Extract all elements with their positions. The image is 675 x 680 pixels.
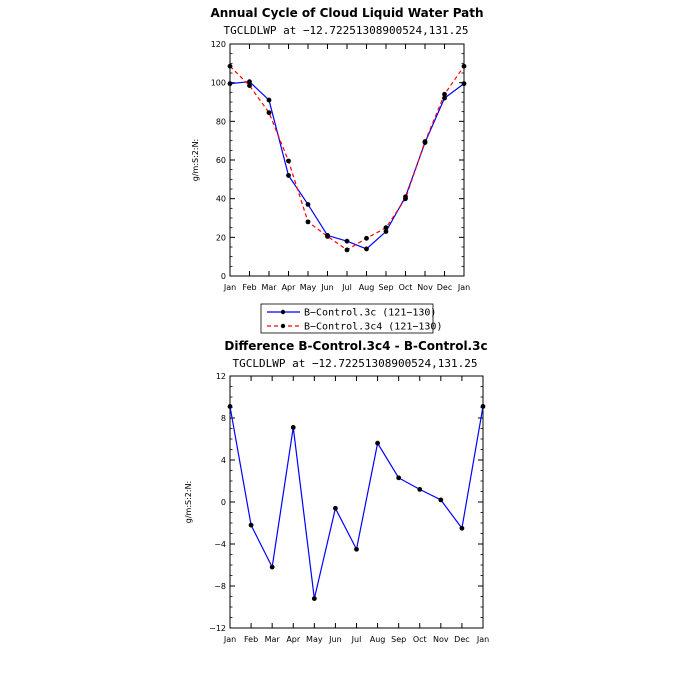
series-1-point [247, 83, 252, 88]
chart2-title: Difference B-Control.3c4 - B-Control.3c [224, 339, 487, 353]
chart1-ylabel: g/m:S:2:N: [191, 139, 200, 182]
xtick-label: Jun [328, 635, 342, 644]
chart1-series [227, 63, 467, 253]
series-0-point [461, 81, 467, 87]
xtick-label: Oct [399, 283, 413, 292]
xtick-label: Oct [413, 635, 427, 644]
xtick-label: Jun [320, 283, 334, 292]
difference-chart: Difference B-Control.3c4 - B-Control.3c … [184, 339, 489, 644]
ytick-label: 4 [221, 456, 226, 465]
legend-label-control-3c: B−Control.3c (121−130) [304, 308, 436, 319]
series-0-point [383, 229, 389, 234]
series-1-point [461, 63, 467, 69]
xtick-label: Jan [223, 283, 236, 292]
ytick-label: 20 [216, 233, 226, 242]
xtick-label: Sep [391, 635, 406, 644]
series-0-point [396, 475, 402, 481]
xtick-label: Nov [417, 283, 433, 292]
xtick-label: Sep [378, 283, 393, 292]
ytick-label: 100 [211, 79, 226, 88]
series-0-point [290, 425, 296, 430]
annual-cycle-chart: Annual Cycle of Cloud Liquid Water Path … [191, 6, 484, 334]
chart1-legend: B−Control.3c (121−130) B−Control.3c4 (12… [260, 303, 442, 334]
series-1-point [344, 247, 350, 253]
xtick-label: Jan [223, 635, 236, 644]
xtick-label: May [300, 283, 317, 292]
series-0-point [442, 95, 447, 101]
series-1-point [403, 196, 408, 202]
series-1-point [383, 225, 389, 231]
series-1-point [266, 110, 272, 116]
chart2-plot-frame [229, 375, 484, 629]
chart2-ylabel: g/m:S:2:N: [184, 481, 193, 524]
series-1-point [422, 139, 428, 145]
xtick-label: Apr [286, 635, 301, 644]
xtick-label: Feb [242, 283, 256, 292]
series-line-0 [229, 81, 465, 250]
series-1-point [286, 158, 291, 164]
ytick-label: 80 [216, 117, 226, 126]
series-1-point [227, 63, 233, 69]
xtick-label: Mar [261, 283, 277, 292]
series-1-point [305, 219, 311, 225]
series-1-point [325, 233, 330, 239]
chart2-subtitle: TGCLDLWP at −12.72251308900524,131.25 [232, 357, 477, 370]
ytick-label: 120 [211, 40, 226, 49]
ytick-label: −12 [209, 624, 226, 633]
ytick-label: −4 [214, 540, 226, 549]
series-0-point [286, 173, 291, 178]
ytick-label: 0 [221, 272, 226, 281]
series-0-point [480, 404, 486, 409]
xtick-label: Mar [265, 635, 281, 644]
series-0-point [364, 246, 369, 252]
series-0-point [459, 525, 465, 531]
series-0-point [227, 81, 233, 87]
series-0-point [305, 202, 311, 207]
series-0-point [375, 440, 380, 446]
ytick-label: −8 [214, 582, 226, 591]
chart1-subtitle: TGCLDLWP at −12.72251308900524,131.25 [223, 24, 468, 37]
series-1-point [364, 235, 369, 241]
xtick-label: Jan [476, 635, 489, 644]
chart1-title: Annual Cycle of Cloud Liquid Water Path [210, 6, 483, 20]
xtick-label: Aug [370, 635, 386, 644]
ytick-label: 12 [216, 372, 226, 381]
series-0-point [333, 505, 338, 511]
legend-marker-control-3c [280, 309, 286, 315]
xtick-label: Dec [437, 283, 452, 292]
chart2-series [227, 404, 486, 601]
xtick-label: Aug [359, 283, 375, 292]
xtick-label: Feb [244, 635, 258, 644]
series-0-point [344, 238, 350, 244]
xtick-label: Dec [454, 635, 469, 644]
series-0-point [417, 487, 423, 492]
xtick-label: Jan [457, 283, 470, 292]
series-0-point [227, 404, 233, 409]
series-0-point [354, 546, 359, 552]
xtick-label: Jul [341, 283, 352, 292]
ytick-label: 8 [221, 414, 226, 423]
xtick-label: May [306, 635, 323, 644]
legend-marker-control-3c4 [280, 323, 286, 329]
chart1-axes: 0 20 40 60 80 100 120 Jan Feb Mar Apr May Jun Jul Aug S… [211, 40, 470, 292]
series-1-point [442, 91, 447, 97]
xtick-label: Jul [351, 635, 362, 644]
series-0-point [269, 564, 275, 570]
xtick-label: Nov [433, 635, 449, 644]
ytick-label: 40 [216, 195, 226, 204]
ytick-label: 60 [216, 156, 226, 165]
series-line-1 [229, 65, 465, 251]
xtick-label: Apr [282, 283, 297, 292]
series-0-point [247, 79, 252, 85]
legend-label-control-3c4: B−Control.3c4 (121−130) [304, 322, 442, 333]
series-line-0 [229, 406, 484, 599]
ytick-label: 0 [221, 498, 226, 507]
legend-box [260, 303, 434, 334]
series-0-point [438, 497, 444, 503]
series-0-point [266, 97, 272, 103]
series-0-point [311, 596, 317, 601]
series-0-point [248, 522, 254, 528]
